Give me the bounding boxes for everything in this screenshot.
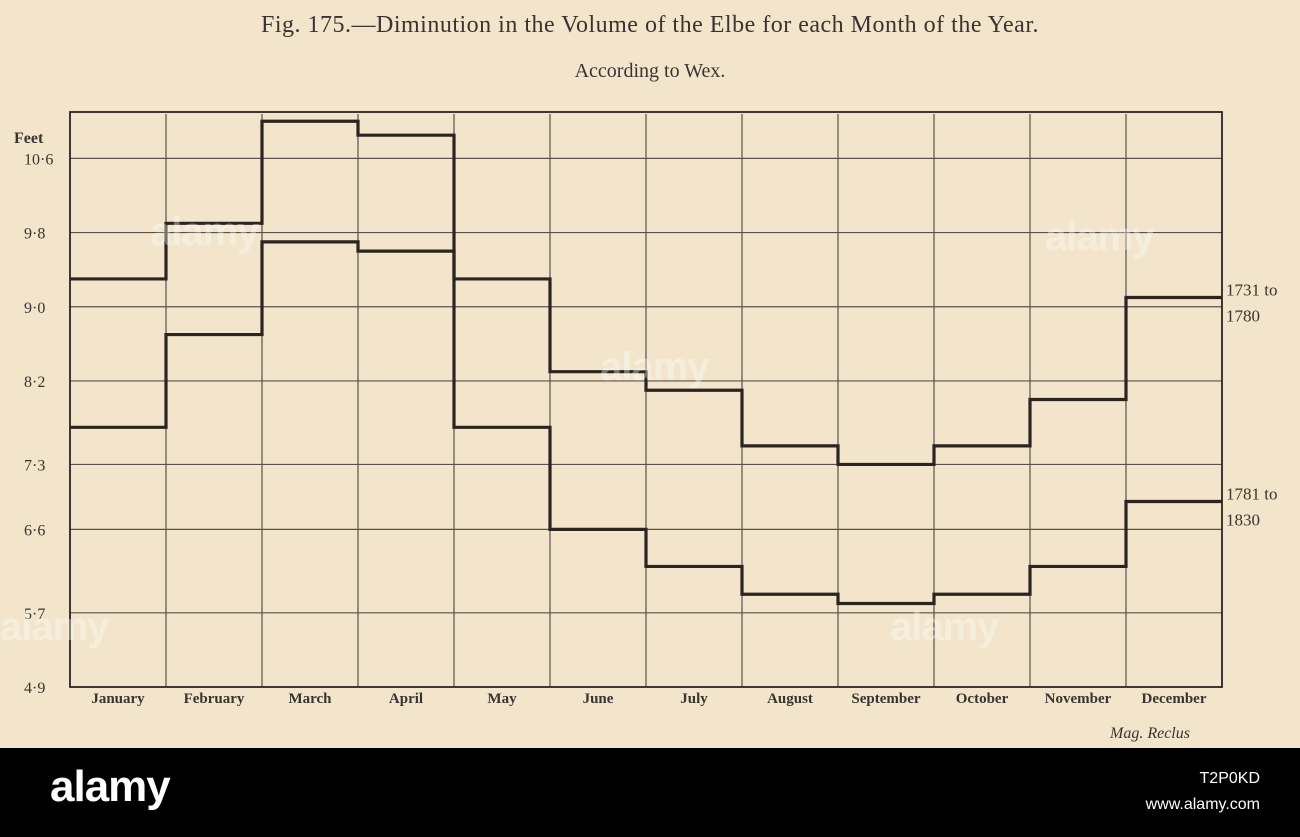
series-label: 1781 to [1226, 485, 1277, 504]
y-tick-label: 6·6 [24, 522, 45, 539]
x-tick-label: November [1045, 691, 1112, 707]
series-line-1 [70, 119, 1222, 467]
x-tick-label: December [1142, 691, 1207, 707]
figure-title: Fig. 175.—Diminution in the Volume of th… [260, 12, 1040, 38]
site-url[interactable]: www.alamy.com [1145, 796, 1260, 813]
y-axis-label: Feet [14, 130, 44, 147]
y-tick-label: 9·8 [24, 226, 45, 243]
figure-subtitle: According to Wex. [574, 60, 726, 82]
series-line-2 [70, 240, 1222, 606]
x-tick-label: July [680, 691, 708, 707]
image-id: T2P0KD [1199, 770, 1260, 787]
y-tick-label: 9·0 [24, 300, 45, 317]
plot-frame [69, 111, 1223, 688]
y-tick-label: 8·2 [24, 374, 45, 391]
x-tick-label: October [956, 691, 1009, 707]
y-tick-label: 4·9 [24, 680, 45, 697]
x-tick-label: February [184, 691, 245, 707]
figure-plate [0, 0, 1300, 748]
alamy-logo[interactable]: alamy [50, 762, 171, 811]
y-ticks: 10·6 9·8 9·0 8·2 7·3 6·6 5·7 4·9 [24, 151, 53, 697]
series-label: 1780 [1226, 306, 1260, 325]
series-label: 1731 to [1226, 280, 1277, 299]
y-tick-label: 7·3 [24, 457, 45, 474]
plot-border [69, 111, 1223, 688]
x-tick-label: September [851, 691, 920, 707]
y-tick-label: 5·7 [24, 606, 45, 623]
credit-text: Mag. Reclus [1109, 725, 1190, 742]
series-labels: 1731 to 1780 1781 to 1830 [1226, 280, 1277, 529]
x-tick-label: June [583, 691, 614, 707]
x-tick-label: May [487, 691, 517, 707]
footer-bar [0, 748, 1300, 837]
x-tick-label: April [389, 691, 423, 707]
y-tick-label: 10·6 [24, 151, 53, 168]
x-tick-label: March [288, 691, 332, 707]
x-labels: January February March April May June July Augu… [91, 691, 1206, 707]
chart: Feet 10·6 9·8 9·0 8·2 7·3 6·6 5·7 4·9 January Fe… [14, 111, 1277, 742]
x-tick-label: August [767, 691, 813, 707]
x-tick-label: January [91, 691, 145, 707]
series-label: 1830 [1226, 511, 1260, 530]
series-layer [70, 119, 1222, 606]
